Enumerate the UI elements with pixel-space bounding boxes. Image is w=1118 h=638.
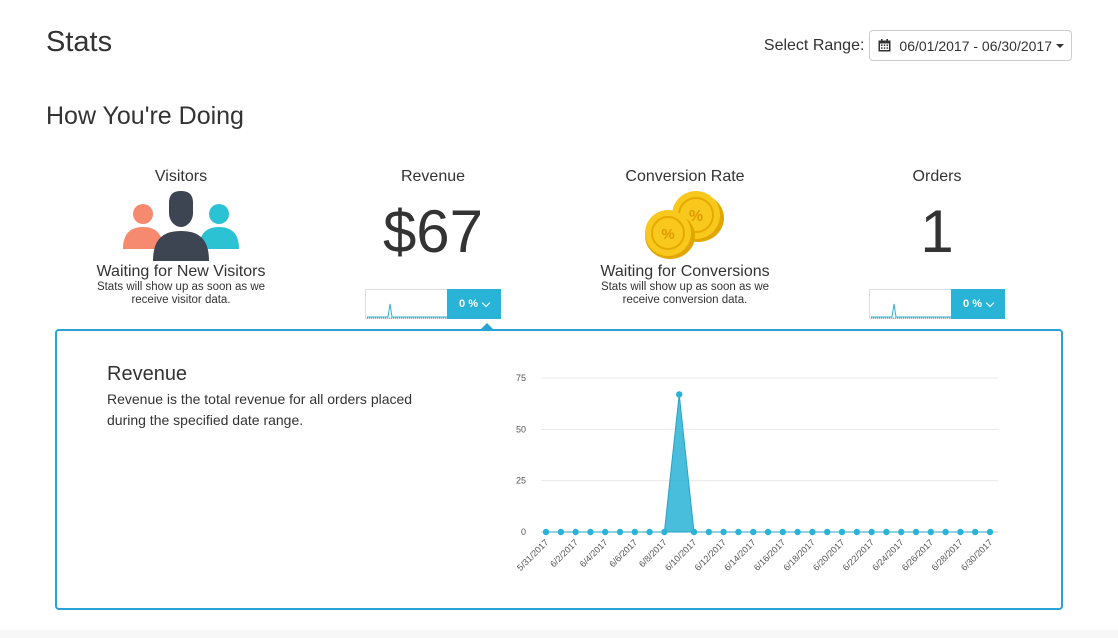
footer-band bbox=[0, 630, 1118, 638]
chevron-down-icon bbox=[481, 298, 491, 307]
x-tick-label: 6/30/2017 bbox=[959, 537, 994, 572]
range-label: Select Range: bbox=[763, 36, 865, 54]
svg-text:%: % bbox=[689, 208, 703, 225]
visitors-wait-text-1: Stats will show up as soon as we bbox=[96, 281, 266, 293]
conversion-stat: Conversion Rate % % Waiting for Conversi… bbox=[565, 168, 805, 307]
data-point bbox=[646, 528, 653, 536]
visitors-label: Visitors bbox=[154, 168, 208, 185]
data-point bbox=[957, 528, 964, 536]
date-range-value: 06/01/2017 - 06/30/2017 bbox=[899, 37, 1052, 54]
data-point bbox=[824, 528, 831, 536]
x-tick-label: 6/2/2017 bbox=[548, 537, 580, 569]
conversion-wait-text-2: receive conversion data. bbox=[622, 294, 748, 306]
orders-change-button[interactable]: 0 % bbox=[951, 289, 1005, 319]
revenue-change-value: 0 % bbox=[459, 298, 478, 310]
data-point bbox=[661, 528, 668, 536]
data-point bbox=[986, 528, 994, 536]
data-point bbox=[853, 528, 860, 536]
data-point bbox=[794, 528, 801, 536]
calendar-icon bbox=[878, 39, 891, 52]
people-icon bbox=[123, 191, 239, 261]
data-point bbox=[735, 528, 742, 536]
data-point bbox=[883, 528, 890, 536]
section-title: How You're Doing bbox=[46, 102, 244, 130]
page-title: Stats bbox=[46, 26, 113, 58]
revenue-chart: 0 25 50 75 5/31/20176/2/20176/4/20176/6/2017… bbox=[515, 373, 998, 573]
data-point bbox=[542, 528, 550, 536]
data-point bbox=[602, 528, 609, 536]
data-point bbox=[898, 528, 905, 536]
data-point bbox=[720, 528, 727, 536]
x-tick-label: 6/6/2017 bbox=[607, 537, 639, 569]
data-point bbox=[587, 528, 594, 536]
visitors-wait-title: Waiting for New Visitors bbox=[96, 263, 266, 280]
conversion-wait-text-1: Stats will show up as soon as we bbox=[600, 281, 770, 293]
orders-change-value: 0 % bbox=[963, 298, 982, 310]
revenue-stat: Revenue $67 bbox=[313, 168, 553, 265]
conversion-wait-title: Waiting for Conversions bbox=[600, 263, 770, 280]
orders-label: Orders bbox=[912, 168, 962, 185]
data-point bbox=[972, 528, 979, 536]
orders-stat: Orders 1 bbox=[817, 168, 1057, 265]
revenue-change-button[interactable]: 0 % bbox=[447, 289, 501, 319]
visitors-stat: Visitors Waiting for New Visitors Stats … bbox=[61, 168, 301, 307]
date-range-button[interactable]: 06/01/2017 - 06/30/2017 bbox=[869, 30, 1072, 61]
x-tick-label: 6/4/2017 bbox=[578, 537, 610, 569]
y-tick-label: 25 bbox=[516, 476, 526, 486]
data-point bbox=[557, 528, 564, 536]
detail-pointer bbox=[480, 323, 494, 330]
data-point bbox=[779, 528, 786, 536]
revenue-sparkline-chart bbox=[365, 289, 447, 319]
data-point bbox=[616, 528, 624, 536]
orders-value: 1 bbox=[920, 198, 954, 265]
data-point bbox=[764, 528, 772, 536]
y-tick-label: 0 bbox=[521, 527, 526, 537]
data-point bbox=[942, 528, 949, 536]
data-point bbox=[838, 528, 846, 536]
coins-icon: % % bbox=[645, 191, 724, 259]
y-tick-label: 75 bbox=[516, 373, 526, 383]
orders-sparkline-chart bbox=[869, 289, 951, 319]
revenue-label: Revenue bbox=[400, 168, 466, 185]
orders-sparkline: 0 % bbox=[869, 289, 1005, 319]
data-point bbox=[927, 528, 934, 536]
detail-title: Revenue bbox=[107, 363, 188, 385]
x-tick-label: 5/31/2017 bbox=[515, 537, 550, 572]
data-point bbox=[809, 528, 816, 536]
svg-text:%: % bbox=[661, 226, 674, 243]
data-point bbox=[572, 528, 579, 536]
revenue-value: $67 bbox=[382, 198, 484, 265]
chevron-down-icon bbox=[985, 298, 995, 307]
data-point bbox=[631, 528, 638, 536]
range-selector: Select Range: 06/01/2017 - 06/30/2017 bbox=[764, 30, 1072, 61]
revenue-detail-panel: Revenue Revenue is the total revenue for… bbox=[55, 329, 1063, 610]
data-point bbox=[705, 528, 712, 536]
data-point bbox=[750, 528, 757, 536]
series-area bbox=[546, 394, 990, 533]
data-point bbox=[690, 528, 698, 536]
caret-down-icon bbox=[1056, 43, 1064, 48]
conversion-label: Conversion Rate bbox=[625, 168, 745, 185]
data-point bbox=[676, 391, 683, 398]
revenue-sparkline: 0 % bbox=[365, 289, 501, 319]
data-point bbox=[912, 528, 920, 536]
data-point bbox=[868, 528, 875, 536]
detail-description: Revenue is the total revenue for all ord… bbox=[107, 391, 413, 428]
visitors-wait-text-2: receive visitor data. bbox=[131, 294, 231, 306]
y-tick-label: 50 bbox=[516, 424, 526, 434]
